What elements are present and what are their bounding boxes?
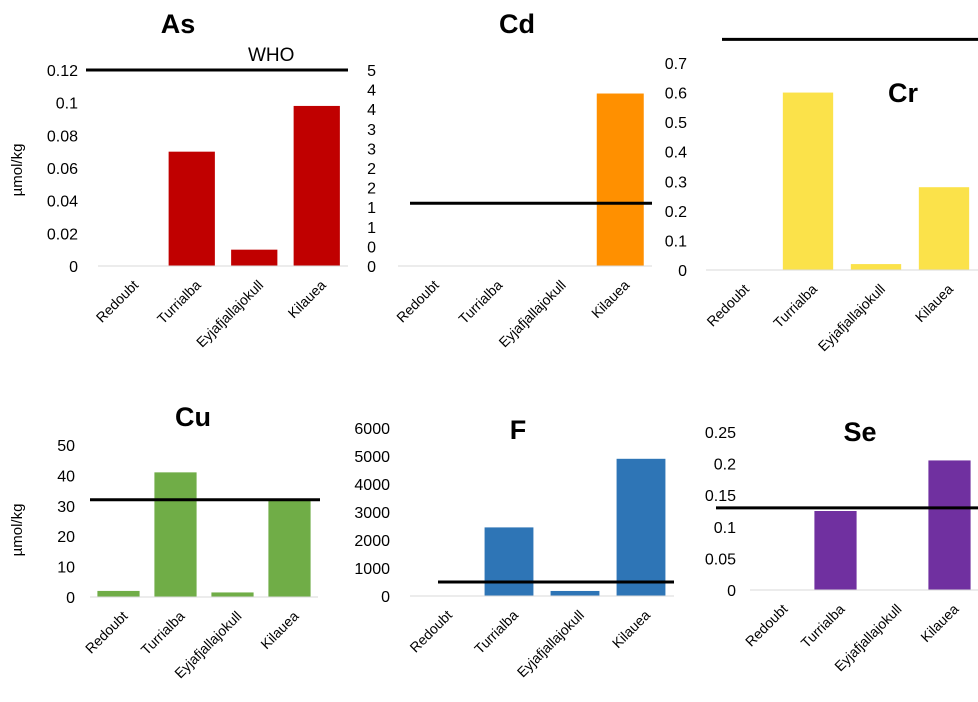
y-tick-label: 40 bbox=[57, 468, 75, 485]
panel-f: 0 1000 2000 3000 4000 5000 6000 Redoubt Turrialb… bbox=[354, 415, 674, 680]
panel-title: Cr bbox=[888, 78, 918, 108]
panel-title: As bbox=[161, 9, 196, 39]
y-tick-label: 0 bbox=[727, 583, 736, 600]
y-tick-label: 0.4 bbox=[665, 145, 687, 162]
category-label: Eyjafjallajokull bbox=[193, 277, 266, 350]
y-tick-label: 0 bbox=[69, 259, 78, 276]
y-tick-label: 0.2 bbox=[665, 204, 687, 221]
y-tick-label: 0.06 bbox=[47, 161, 78, 178]
y-tick-label: 4 bbox=[367, 102, 376, 119]
bar bbox=[814, 511, 857, 590]
bar bbox=[154, 472, 197, 597]
category-label: Kilauea bbox=[912, 281, 956, 325]
y-tick-label: 3 bbox=[367, 122, 376, 139]
category-label: Eyjafjallajokull bbox=[514, 607, 587, 680]
y-tick-label: 0.1 bbox=[56, 96, 78, 113]
y-tick-label: 3 bbox=[367, 141, 376, 158]
y-tick-label: 0.25 bbox=[705, 425, 736, 442]
bar bbox=[211, 592, 254, 597]
y-tick-label: 0.04 bbox=[47, 194, 78, 211]
category-label: Redoubt bbox=[406, 607, 455, 656]
y-tick-label: 2 bbox=[367, 181, 376, 198]
category-label: Turrialba bbox=[770, 281, 820, 331]
y-axis-label: µmol/kg bbox=[9, 504, 26, 557]
y-tick-label: 0.3 bbox=[665, 174, 687, 191]
y-tick-label: 2000 bbox=[354, 533, 390, 550]
y-tick-label: 0.05 bbox=[705, 551, 736, 568]
category-label: Kilauea bbox=[285, 277, 329, 321]
panel-title: F bbox=[510, 415, 527, 445]
category-label: Turrialba bbox=[154, 277, 204, 327]
y-tick-label: 0.1 bbox=[714, 520, 736, 537]
bar bbox=[782, 92, 834, 270]
category-label: Turrialba bbox=[471, 607, 521, 657]
y-tick-label: 20 bbox=[57, 529, 75, 546]
y-tick-label: 1 bbox=[367, 200, 376, 217]
bar bbox=[850, 264, 902, 270]
bar bbox=[550, 590, 600, 596]
y-tick-label: 0 bbox=[367, 259, 376, 276]
y-tick-label: 0.1 bbox=[665, 233, 687, 250]
y-tick-label: 6000 bbox=[354, 421, 390, 438]
y-tick-label: 3000 bbox=[354, 505, 390, 522]
y-tick-label: 4000 bbox=[354, 477, 390, 494]
y-tick-label: 10 bbox=[57, 560, 75, 577]
y-tick-label: 30 bbox=[57, 499, 75, 516]
panel-title: Cu bbox=[175, 402, 211, 432]
category-label: Redoubt bbox=[93, 277, 142, 326]
y-tick-label: 1000 bbox=[354, 561, 390, 578]
bar bbox=[484, 527, 534, 596]
y-tick-label: 5000 bbox=[354, 449, 390, 466]
category-label: Kilauea bbox=[917, 601, 961, 645]
category-label: Kilauea bbox=[588, 277, 632, 321]
y-tick-label: 0.5 bbox=[665, 115, 687, 132]
y-tick-label: 0.6 bbox=[665, 86, 687, 103]
y-tick-label: 0.12 bbox=[47, 63, 78, 80]
y-tick-label: 0 bbox=[678, 263, 687, 280]
y-tick-label: 0.15 bbox=[705, 488, 736, 505]
category-label: Eyjafjallajokull bbox=[495, 277, 568, 350]
category-label: Turrialba bbox=[138, 608, 188, 658]
category-label: Kilauea bbox=[609, 607, 653, 651]
y-tick-label: 1 bbox=[367, 220, 376, 237]
y-tick-label: 5 bbox=[367, 63, 376, 80]
category-label: Eyjafjallajokull bbox=[815, 281, 888, 354]
bar bbox=[268, 499, 311, 597]
reference-line-label: WHO bbox=[248, 45, 294, 66]
panel-title: Se bbox=[843, 417, 876, 447]
category-label: Turrialba bbox=[455, 277, 505, 327]
bar bbox=[596, 93, 644, 267]
y-tick-label: 0 bbox=[381, 589, 390, 606]
panel-cd: 0 0 1 1 2 2 3 3 4 4 5 Redoubt TurrialbaEyjafjallajok… bbox=[367, 9, 652, 350]
category-label: Redoubt bbox=[82, 608, 131, 657]
category-label: Redoubt bbox=[742, 601, 791, 650]
category-label: Turrialba bbox=[798, 601, 848, 651]
y-tick-label: 4 bbox=[367, 83, 376, 100]
bar bbox=[293, 105, 340, 266]
y-tick-label: 0 bbox=[66, 590, 75, 607]
panel-title: Cd bbox=[499, 9, 535, 39]
bar bbox=[231, 249, 278, 266]
y-tick-label: 0 bbox=[367, 239, 376, 256]
y-tick-label: 2 bbox=[367, 161, 376, 178]
y-tick-label: 0.08 bbox=[47, 128, 78, 145]
category-label: Redoubt bbox=[703, 281, 752, 330]
bar bbox=[918, 187, 970, 270]
panel-as: 0 0.02 0.04 0.06 0.08 0.1 0.12 Redoubt Turrialba… bbox=[9, 9, 348, 350]
panel-cr: 0 0.1 0.2 0.3 0.4 0.5 0.6 0.7 Redoubt TurrialbaEy… bbox=[665, 37, 978, 354]
y-tick-label: 0.2 bbox=[714, 457, 736, 474]
category-label: Redoubt bbox=[393, 277, 442, 326]
y-axis-label: µmol/kg bbox=[9, 144, 26, 197]
bar bbox=[928, 460, 971, 590]
y-tick-label: 0.7 bbox=[665, 56, 687, 73]
y-tick-label: 50 bbox=[57, 438, 75, 455]
y-tick-label: 0.02 bbox=[47, 226, 78, 243]
category-label: Kilauea bbox=[257, 608, 301, 652]
bar bbox=[168, 151, 215, 266]
bar bbox=[616, 458, 666, 596]
bar bbox=[97, 590, 140, 597]
